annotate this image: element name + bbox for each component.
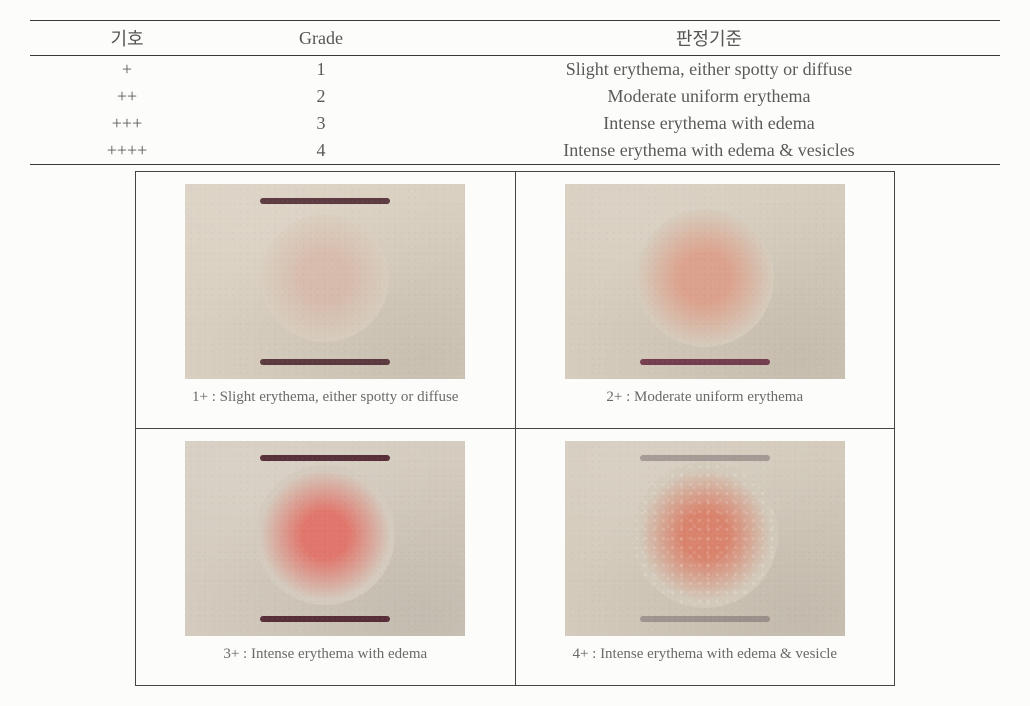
mark-bottom-icon — [260, 616, 390, 622]
panel-4-caption: 4+ : Intense erythema with edema & vesic… — [526, 645, 885, 679]
cell-symbol: +++ — [30, 110, 224, 137]
table-row: ++ 2 Moderate uniform erythema — [30, 83, 1000, 110]
cell-grade: 3 — [224, 110, 418, 137]
table-row: +++ 3 Intense erythema with edema — [30, 110, 1000, 137]
panel-2-caption: 2+ : Moderate uniform erythema — [526, 388, 885, 422]
cell-criteria: Intense erythema with edema & vesicles — [418, 137, 1000, 165]
col-grade-header: Grade — [224, 21, 418, 56]
mark-bottom-icon — [640, 359, 770, 365]
cell-symbol: + — [30, 56, 224, 84]
mark-top-icon — [260, 455, 390, 461]
panel-3-caption: 3+ : Intense erythema with edema — [146, 645, 505, 679]
panel-3-image — [185, 441, 465, 636]
cell-symbol: ++++ — [30, 137, 224, 165]
cell-grade: 2 — [224, 83, 418, 110]
col-criteria-header: 판정기준 — [418, 21, 1000, 56]
erythema-spot — [261, 214, 389, 342]
panel-2-image — [565, 184, 845, 379]
cell-grade: 1 — [224, 56, 418, 84]
panel-1: 1+ : Slight erythema, either spotty or d… — [136, 172, 516, 429]
panel-1-caption: 1+ : Slight erythema, either spotty or d… — [146, 388, 505, 422]
cell-criteria: Slight erythema, either spotty or diffus… — [418, 56, 1000, 84]
erythema-spot — [632, 462, 778, 608]
panel-3: 3+ : Intense erythema with edema — [136, 429, 516, 686]
mark-top-icon — [260, 198, 390, 204]
cell-grade: 4 — [224, 137, 418, 165]
erythema-spot — [255, 465, 395, 605]
cell-criteria: Moderate uniform erythema — [418, 83, 1000, 110]
table-row: ++++ 4 Intense erythema with edema & ves… — [30, 137, 1000, 165]
mark-bottom-icon — [640, 616, 770, 622]
mark-top-icon — [640, 455, 770, 461]
col-symbol-header: 기호 — [30, 21, 224, 56]
erythema-panels: 1+ : Slight erythema, either spotty or d… — [135, 171, 895, 686]
grading-table-body: + 1 Slight erythema, either spotty or di… — [30, 56, 1000, 165]
panel-1-image — [185, 184, 465, 379]
mark-bottom-icon — [260, 359, 390, 365]
grading-table-header-row: 기호 Grade 판정기준 — [30, 21, 1000, 56]
cell-symbol: ++ — [30, 83, 224, 110]
panel-2: 2+ : Moderate uniform erythema — [515, 172, 895, 429]
panel-4: 4+ : Intense erythema with edema & vesic… — [515, 429, 895, 686]
panel-4-image — [565, 441, 845, 636]
table-row: + 1 Slight erythema, either spotty or di… — [30, 56, 1000, 84]
grading-table: 기호 Grade 판정기준 + 1 Slight erythema, eithe… — [30, 20, 1000, 165]
erythema-spot — [636, 209, 774, 347]
cell-criteria: Intense erythema with edema — [418, 110, 1000, 137]
